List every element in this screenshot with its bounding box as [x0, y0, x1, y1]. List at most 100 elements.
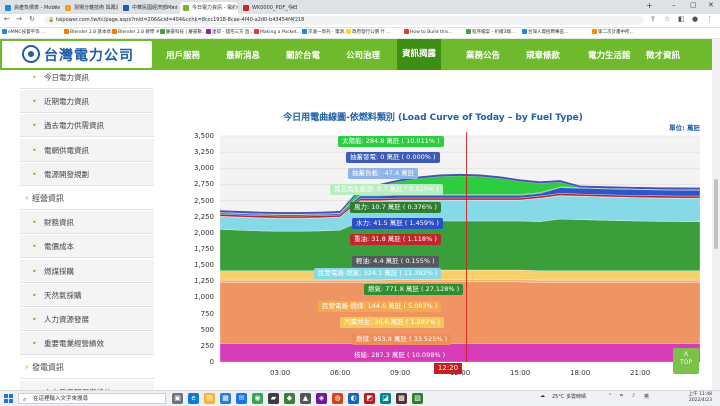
bookmark-item[interactable]: 連得 - 錢宅三方 直...: [206, 29, 254, 35]
bookmark-star-icon[interactable]: ☆: [664, 15, 671, 23]
close-tab-icon[interactable]: ×: [52, 5, 57, 11]
app-icon[interactable]: ◆: [284, 393, 295, 404]
minimize-icon[interactable]: –: [672, 1, 676, 9]
main-menu-item[interactable]: 用戶服務: [166, 51, 201, 61]
app-icon[interactable]: ▲: [300, 393, 311, 404]
browser-tab[interactable]: 現場分離技術 與再造世界 (2023 ...×: [62, 2, 118, 14]
series-data-label: 民營電廠-燃氣: 324.1 萬瓩 ( 11.392% ): [314, 268, 442, 279]
back-to-top-button[interactable]: Λ TOP: [673, 348, 699, 374]
profile-icon[interactable]: ●: [692, 15, 699, 23]
address-bar[interactable]: 🔒 taipower.com.tw/tc/page.aspx?mid=206&c…: [44, 16, 644, 25]
app-icon[interactable]: ◐: [348, 393, 359, 404]
series-data-label: 太陽能: 284.8 萬瓩 ( 10.011% ): [338, 136, 444, 147]
sidebar-category[interactable]: ⚡ 經營資訊: [20, 187, 154, 210]
main-menu-item[interactable]: 最新消息: [226, 51, 261, 61]
address-row: ← → ↻ 🔒 taipower.com.tw/tc/page.aspx?mid…: [0, 14, 720, 28]
main-menu-item[interactable]: 關於台電: [286, 51, 321, 61]
app-icon[interactable]: ◩: [364, 393, 375, 404]
main-menu-item[interactable]: 電力生活館: [588, 51, 631, 61]
bookmark-item[interactable]: 台灣人資招聘專區...: [522, 29, 568, 35]
sidebar-link[interactable]: • 天然氣採購: [20, 283, 154, 307]
bookmark-item[interactable]: Making a Pocket...: [254, 29, 301, 35]
task-view-icon[interactable]: ▣: [172, 393, 183, 404]
file-explorer-icon[interactable]: ▤: [204, 393, 215, 404]
close-tab-icon[interactable]: ×: [290, 5, 295, 11]
area-核能: [219, 343, 701, 363]
x-tick-label: 21:00: [630, 369, 651, 377]
scrollbar-thumb[interactable]: [714, 179, 718, 249]
sidebar-link[interactable]: • 火力發電現況與績效: [20, 380, 154, 390]
ime-icon[interactable]: 英: [644, 394, 650, 400]
tray-arrow-icon[interactable]: ⌃: [608, 393, 613, 399]
sidebar-link[interactable]: • 電源開發規劃: [20, 162, 154, 186]
browser-tab[interactable]: WK0000_PDF_今日資訊_電力發...×: [240, 2, 298, 14]
share-icon[interactable]: ⇪: [650, 15, 656, 23]
main-menu-item[interactable]: 規章條款: [526, 51, 561, 61]
forward-icon[interactable]: →: [16, 15, 22, 23]
bookmark-favicon: [346, 29, 351, 34]
close-tab-icon[interactable]: ×: [170, 5, 175, 11]
browser-tab[interactable]: 中華民國經濟部Ministry of Econ...×: [120, 2, 178, 14]
bookmark-item[interactable]: Blender 2.8 基本頁...: [64, 29, 115, 35]
network-icon[interactable]: ⌗: [620, 393, 623, 399]
sidebar-link[interactable]: • 人力資源發展: [20, 308, 154, 331]
main-menu-item[interactable]: 業務公告: [466, 51, 501, 61]
browser-tab[interactable]: 今日電力資訊 - 電力供需資訊 - 台...×: [180, 2, 238, 14]
windows-start-icon[interactable]: [4, 394, 13, 403]
sidebar-link[interactable]: • 燃煤採購: [20, 259, 154, 283]
sidebar-link[interactable]: • 過去電力供需資訊: [20, 114, 154, 138]
taskbar-clock[interactable]: 上午 11:48 2022/4/23: [689, 392, 712, 404]
bookmark-item[interactable]: Blender 2.8 教學 #...: [112, 29, 164, 35]
mail-icon[interactable]: ✉: [236, 393, 247, 404]
taipower-logo[interactable]: 台灣電力公司: [2, 41, 152, 68]
sidebar-link[interactable]: • 近期電力資訊: [20, 90, 154, 114]
close-window-icon[interactable]: ✕: [708, 1, 714, 9]
page-scrollbar[interactable]: [712, 39, 720, 390]
weather-icon[interactable]: ☁: [540, 393, 545, 399]
close-tab-icon[interactable]: ×: [110, 5, 115, 11]
back-icon[interactable]: ←: [4, 15, 10, 23]
sidebar-link[interactable]: • 財務資訊: [20, 211, 154, 235]
bookmark-item[interactable]: How to Build this...: [404, 29, 452, 35]
bookmark-item[interactable]: 京滬一周刊 - 電源...: [302, 29, 348, 35]
extensions-icon[interactable]: ◧: [678, 15, 685, 23]
sidebar-category[interactable]: ⚡ 發電資訊: [20, 356, 154, 380]
y-tick-label: 3,500: [193, 132, 214, 140]
bookmark-label: 程序檔案 - 桁樣3端...: [472, 30, 516, 35]
bookmark-item[interactable]: 政府發行公債 什 ...: [346, 29, 391, 35]
sidebar-link[interactable]: • 電網供電資訊: [20, 138, 154, 162]
main-menu-item[interactable]: 徵才資訊: [646, 51, 681, 61]
app-icon[interactable]: ◍: [332, 393, 343, 404]
app-icon[interactable]: ◈: [316, 393, 327, 404]
bookmark-favicon: [466, 29, 471, 34]
close-tab-icon[interactable]: ×: [230, 5, 235, 11]
app-icon[interactable]: ▰: [268, 393, 279, 404]
edge-icon[interactable]: e: [188, 393, 199, 404]
main-menu-item[interactable]: 資訊揭露: [397, 39, 442, 70]
sidebar-link[interactable]: • 電價成本: [20, 235, 154, 259]
store-icon[interactable]: ▦: [220, 393, 231, 404]
taskbar-search-box[interactable]: ⌕ 在這裡輸入文字來搜尋: [18, 393, 166, 404]
bookmark-item[interactable]: 慶豪科技 | 慶豪數...: [160, 29, 206, 35]
browser-menu-icon[interactable]: ⋮: [706, 15, 713, 23]
browser-tab[interactable]: 資產負債表 - Mobile01×: [2, 2, 60, 14]
sidebar-link[interactable]: • 重要電業經營績效: [20, 332, 154, 356]
bookmark-item[interactable]: eMMC技嘗平等 ...: [2, 29, 45, 35]
weather-text[interactable]: 25°C 多雲時晴: [552, 394, 586, 400]
app-icon[interactable]: ▧: [412, 393, 423, 404]
app-icon[interactable]: ▩: [396, 393, 407, 404]
volume-icon[interactable]: ♪: [632, 393, 636, 399]
chrome-icon[interactable]: ◉: [252, 393, 263, 404]
app-icon[interactable]: ◪: [380, 393, 391, 404]
bookmark-item[interactable]: 程序檔案 - 桁樣3端...: [466, 29, 515, 35]
maximize-icon[interactable]: ▢: [690, 1, 697, 9]
bookmark-favicon: [112, 29, 117, 34]
main-menu-item[interactable]: 公司治理: [346, 51, 381, 61]
sidebar-link[interactable]: • 今日電力資訊: [20, 70, 154, 89]
bullet-icon: •: [32, 381, 37, 390]
load-curve-chart[interactable]: [154, 70, 712, 390]
bookmark-label: Blender 2.8 教學 #...: [118, 30, 164, 35]
new-tab-icon[interactable]: +: [646, 1, 653, 10]
bookmark-item[interactable]: 第二次計畫中所...: [592, 29, 634, 35]
reload-icon[interactable]: ↻: [29, 15, 35, 23]
